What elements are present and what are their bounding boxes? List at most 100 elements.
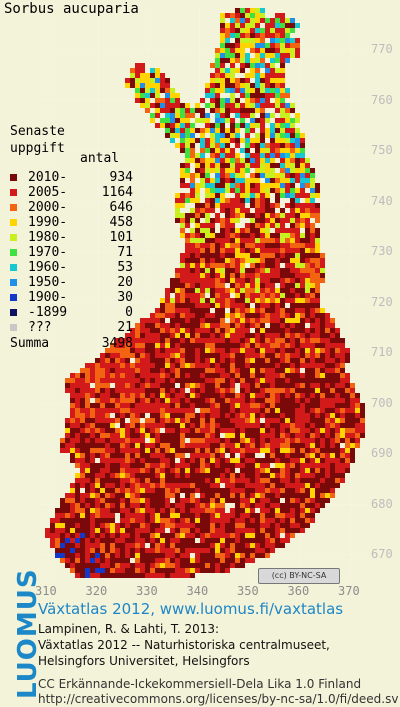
occurrence-cell bbox=[300, 508, 305, 513]
occurrence-cell bbox=[185, 533, 190, 538]
occurrence-cell bbox=[280, 63, 285, 68]
occurrence-cell bbox=[225, 233, 230, 238]
license-line-2[interactable]: http://creativecommons.org/licenses/by-n… bbox=[38, 692, 399, 706]
occurrence-cell bbox=[215, 418, 220, 423]
occurrence-cell bbox=[230, 443, 235, 448]
occurrence-cell bbox=[275, 88, 280, 93]
occurrence-cell bbox=[230, 528, 235, 533]
occurrence-cell bbox=[150, 333, 155, 338]
legend-count: 21 bbox=[117, 320, 133, 335]
occurrence-cell bbox=[205, 413, 210, 418]
occurrence-cell bbox=[240, 38, 245, 43]
occurrence-cell bbox=[250, 378, 255, 383]
occurrence-cell bbox=[230, 68, 235, 73]
occurrence-cell bbox=[225, 13, 230, 18]
occurrence-cell bbox=[230, 368, 235, 373]
occurrence-cell bbox=[175, 488, 180, 493]
occurrence-cell bbox=[140, 493, 145, 498]
occurrence-cell bbox=[165, 343, 170, 348]
legend-row: 2010- 934 bbox=[8, 170, 133, 185]
occurrence-cell bbox=[135, 388, 140, 393]
occurrence-cell bbox=[280, 288, 285, 293]
occurrence-cell bbox=[215, 243, 220, 248]
occurrence-cell bbox=[80, 533, 85, 538]
occurrence-cell bbox=[90, 448, 95, 453]
occurrence-cell bbox=[230, 508, 235, 513]
occurrence-cell bbox=[275, 308, 280, 313]
occurrence-cell bbox=[325, 433, 330, 438]
occurrence-cell bbox=[215, 133, 220, 138]
occurrence-cell bbox=[105, 548, 110, 553]
occurrence-cell bbox=[85, 393, 90, 398]
occurrence-cell bbox=[230, 178, 235, 183]
occurrence-cell bbox=[205, 248, 210, 253]
occurrence-cell bbox=[195, 378, 200, 383]
occurrence-cell bbox=[305, 388, 310, 393]
occurrence-cell bbox=[210, 283, 215, 288]
legend-label: ??? bbox=[28, 320, 52, 335]
occurrence-cell bbox=[350, 388, 355, 393]
occurrence-cell bbox=[305, 278, 310, 283]
occurrence-cell bbox=[200, 433, 205, 438]
occurrence-cell bbox=[100, 568, 105, 573]
occurrence-cell bbox=[195, 448, 200, 453]
occurrence-cell bbox=[155, 543, 160, 548]
occurrence-cell bbox=[305, 243, 310, 248]
occurrence-cell bbox=[180, 138, 185, 143]
legend-count-header: antal bbox=[80, 151, 120, 166]
occurrence-cell bbox=[215, 438, 220, 443]
occurrence-cell bbox=[260, 203, 265, 208]
occurrence-cell bbox=[145, 73, 150, 78]
occurrence-cell bbox=[285, 288, 290, 293]
summa-label: Summa bbox=[10, 336, 50, 351]
occurrence-cell bbox=[190, 208, 195, 213]
occurrence-cell bbox=[135, 93, 140, 98]
occurrence-cell bbox=[205, 128, 210, 133]
atlas-headline[interactable]: Växtatlas 2012, www.luomus.fi/vaxtatlas bbox=[38, 600, 344, 618]
occurrence-cell bbox=[305, 303, 310, 308]
occurrence-cell bbox=[220, 143, 225, 148]
occurrence-cell bbox=[235, 558, 240, 563]
occurrence-cell bbox=[110, 443, 115, 448]
occurrence-cell bbox=[270, 223, 275, 228]
occurrence-cell bbox=[310, 483, 315, 488]
occurrence-cell bbox=[215, 428, 220, 433]
occurrence-cell bbox=[175, 103, 180, 108]
occurrence-cell bbox=[295, 273, 300, 278]
occurrence-cell bbox=[210, 398, 215, 403]
occurrence-cell bbox=[215, 173, 220, 178]
occurrence-cell bbox=[150, 458, 155, 463]
occurrence-cell bbox=[190, 503, 195, 508]
occurrence-cell bbox=[130, 68, 135, 73]
occurrence-cell bbox=[195, 563, 200, 568]
occurrence-cell bbox=[170, 138, 175, 143]
occurrence-cell bbox=[300, 278, 305, 283]
occurrence-cell bbox=[280, 463, 285, 468]
occurrence-cell bbox=[230, 73, 235, 78]
occurrence-cell bbox=[310, 288, 315, 293]
occurrence-cell bbox=[130, 553, 135, 558]
occurrence-cell bbox=[275, 148, 280, 153]
occurrence-cell bbox=[145, 533, 150, 538]
occurrence-cell bbox=[300, 468, 305, 473]
occurrence-cell bbox=[245, 8, 250, 13]
occurrence-cell bbox=[130, 473, 135, 478]
occurrence-cell bbox=[170, 433, 175, 438]
occurrence-cell bbox=[245, 443, 250, 448]
occurrence-cell bbox=[145, 473, 150, 478]
occurrence-cell bbox=[195, 548, 200, 553]
occurrence-cell bbox=[265, 508, 270, 513]
occurrence-cell bbox=[355, 428, 360, 433]
occurrence-cell bbox=[110, 563, 115, 568]
occurrence-cell bbox=[290, 423, 295, 428]
occurrence-cell bbox=[305, 218, 310, 223]
occurrence-cell bbox=[175, 553, 180, 558]
occurrence-cell bbox=[160, 478, 165, 483]
cc-license-badge[interactable]: (cc) BY-NC-SA bbox=[258, 568, 340, 584]
occurrence-cell bbox=[195, 118, 200, 123]
occurrence-cell bbox=[215, 73, 220, 78]
occurrence-cell bbox=[200, 273, 205, 278]
occurrence-cell bbox=[80, 548, 85, 553]
occurrence-cell bbox=[140, 448, 145, 453]
occurrence-cell bbox=[70, 498, 75, 503]
